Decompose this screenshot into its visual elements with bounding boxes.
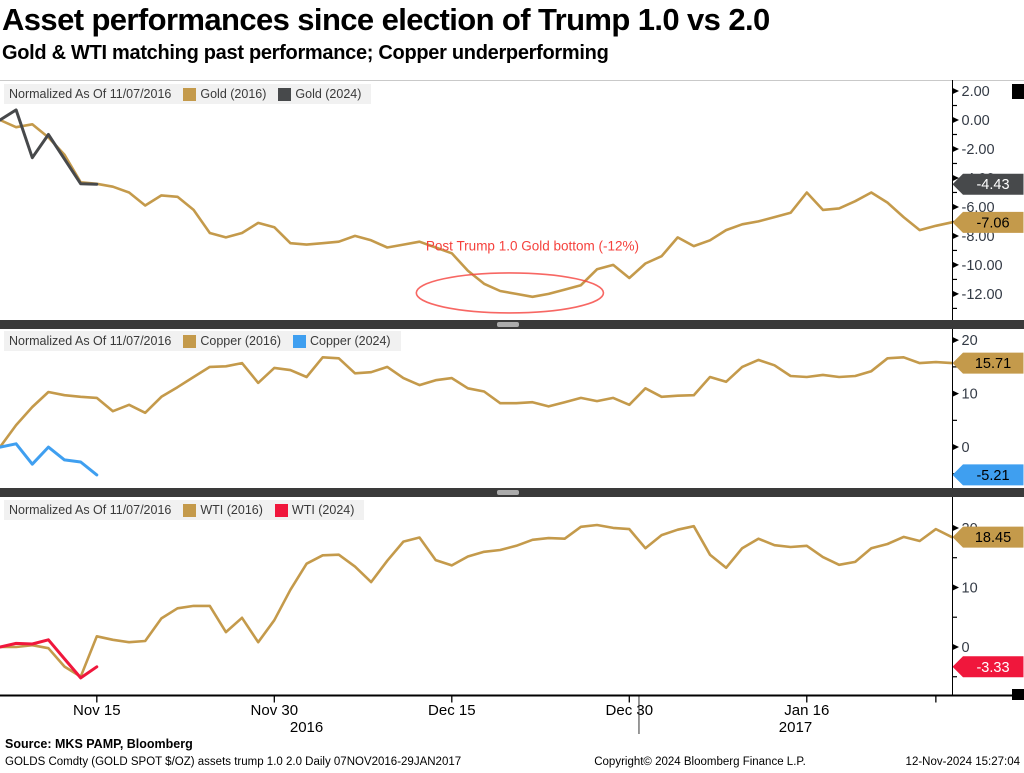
y-major-tick bbox=[952, 145, 959, 153]
legend-item-label: Gold (2024) bbox=[295, 87, 362, 101]
wti-panel-legend: Normalized As Of 11/07/2016 WTI (2016) W… bbox=[4, 500, 365, 520]
x-tick-label: Jan 16 bbox=[784, 702, 829, 719]
y-major-tick bbox=[952, 290, 959, 298]
gold-bottom-ellipse bbox=[415, 272, 605, 314]
x-tick-label: Dec 15 bbox=[428, 702, 476, 719]
copper-2016-swatch bbox=[183, 334, 197, 348]
normalized-as-of-label: Normalized As Of 11/07/2016 bbox=[9, 503, 172, 517]
chart-title: Asset performances since election of Tru… bbox=[2, 2, 770, 37]
legend-item-label: Gold (2016) bbox=[200, 87, 267, 101]
last-value-badge-label: -5.21 bbox=[976, 468, 1009, 484]
gold-panel-legend: Normalized As Of 11/07/2016 Gold (2016) … bbox=[4, 84, 372, 104]
y-major-tick bbox=[952, 174, 959, 182]
legend-item-gold-2024[interactable]: Gold (2024) bbox=[278, 87, 361, 101]
x-tick-label: Dec 30 bbox=[606, 702, 654, 719]
last-value-badge bbox=[952, 526, 1024, 548]
y-major-tick bbox=[952, 443, 959, 451]
legend-item-copper-2016[interactable]: Copper (2016) bbox=[183, 334, 281, 348]
y-tick-label: 2.00 bbox=[962, 84, 990, 100]
wti-2024-line bbox=[0, 638, 99, 680]
last-value-badge bbox=[952, 173, 1024, 195]
last-value-badge-label: 18.45 bbox=[975, 530, 1011, 546]
panel-expand-box[interactable] bbox=[1012, 84, 1024, 99]
legend-item-label: Copper (2024) bbox=[309, 334, 391, 348]
legend-item-wti-2024[interactable]: WTI (2024) bbox=[274, 503, 355, 517]
y-tick-label: 0 bbox=[962, 640, 970, 656]
legend-item-label: Copper (2016) bbox=[200, 334, 281, 348]
panel-expand-box[interactable] bbox=[1012, 689, 1024, 700]
last-value-badge-label: -3.33 bbox=[976, 660, 1009, 676]
last-value-badge-label: -4.43 bbox=[976, 177, 1009, 193]
legend-item-label: WTI (2016) bbox=[200, 503, 263, 517]
y-tick-label: 0.00 bbox=[962, 113, 990, 129]
last-value-badge bbox=[952, 464, 1024, 486]
y-tick-label: 0 bbox=[962, 440, 970, 456]
plot-top-border bbox=[0, 80, 1024, 81]
copper-2016-line bbox=[0, 355, 954, 449]
gold-2024-swatch bbox=[278, 87, 292, 101]
y-major-tick bbox=[952, 87, 959, 95]
source-line: Source: MKS PAMP, Bloomberg bbox=[5, 737, 193, 751]
y-major-tick bbox=[952, 390, 959, 398]
last-value-badge bbox=[952, 352, 1024, 374]
last-value-badge bbox=[952, 656, 1024, 678]
wti-2024-swatch bbox=[274, 503, 288, 517]
gold-bottom-annotation: Post Trump 1.0 Gold bottom (-12%) bbox=[426, 238, 639, 253]
y-major-tick bbox=[952, 336, 959, 344]
copper-2024-line bbox=[0, 442, 99, 477]
legend-item-wti-2016[interactable]: WTI (2016) bbox=[183, 503, 263, 517]
legend-item-label: WTI (2024) bbox=[291, 503, 355, 517]
gold-2016-line bbox=[0, 118, 954, 299]
y-major-tick bbox=[952, 203, 959, 211]
gold-2016-swatch bbox=[183, 87, 197, 101]
y-major-tick bbox=[952, 643, 959, 651]
y-major-tick bbox=[952, 116, 959, 124]
security-descriptor: GOLDS Comdty (GOLD SPOT $/OZ) assets tru… bbox=[5, 756, 462, 768]
y-tick-label: -10.00 bbox=[962, 258, 1003, 274]
x-axis-spine bbox=[0, 694, 1024, 697]
legend-item-gold-2016[interactable]: Gold (2016) bbox=[183, 87, 266, 101]
panel-divider[interactable] bbox=[0, 488, 1024, 497]
copper-2024-swatch bbox=[292, 334, 306, 348]
y-tick-label: 10 bbox=[962, 580, 978, 596]
y-major-tick bbox=[952, 232, 959, 240]
y-tick-label: -2.00 bbox=[962, 142, 995, 158]
y-major-tick bbox=[952, 261, 959, 269]
wti-2016-swatch bbox=[183, 503, 197, 517]
last-value-badge-label: -7.06 bbox=[976, 215, 1009, 231]
x-tick-label: Nov 30 bbox=[251, 702, 299, 719]
divider-handle[interactable] bbox=[497, 322, 519, 327]
copyright-line: Copyright© 2024 Bloomberg Finance L.P. bbox=[594, 756, 806, 768]
year-label: 2017 bbox=[779, 719, 812, 736]
y-tick-label: -8.00 bbox=[962, 229, 995, 245]
y-tick-label: -12.00 bbox=[962, 287, 1003, 303]
normalized-as-of-label: Normalized As Of 11/07/2016 bbox=[9, 334, 172, 348]
normalized-as-of-label: Normalized As Of 11/07/2016 bbox=[9, 87, 172, 101]
chart-subtitle: Gold & WTI matching past performance; Co… bbox=[2, 42, 609, 64]
y-major-tick bbox=[952, 524, 959, 532]
timestamp: 12-Nov-2024 15:27:04 bbox=[905, 756, 1020, 768]
last-value-badge bbox=[952, 211, 1024, 233]
legend-item-copper-2024[interactable]: Copper (2024) bbox=[292, 334, 391, 348]
y-major-tick bbox=[952, 584, 959, 591]
panel-divider[interactable] bbox=[0, 320, 1024, 329]
copper-panel-legend: Normalized As Of 11/07/2016 Copper (2016… bbox=[4, 331, 401, 351]
last-value-badge-label: 15.71 bbox=[975, 356, 1011, 372]
gold-2024-line bbox=[0, 108, 99, 186]
y-tick-label: 10 bbox=[962, 387, 978, 403]
divider-handle[interactable] bbox=[497, 490, 519, 495]
x-tick-label: Nov 15 bbox=[73, 702, 121, 719]
year-label: 2016 bbox=[290, 719, 323, 736]
wti-2016-line bbox=[0, 523, 954, 679]
y-tick-label: 20 bbox=[962, 333, 978, 349]
